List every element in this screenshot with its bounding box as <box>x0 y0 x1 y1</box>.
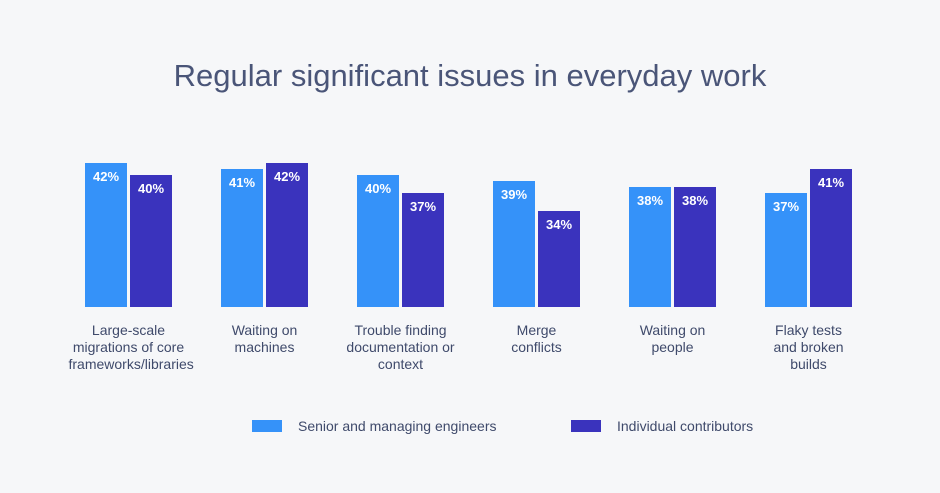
data-label: 42% <box>274 169 300 184</box>
category-label: Waiting on people <box>639 322 706 355</box>
category-label: Trouble finding documentation or context <box>346 322 455 372</box>
data-label: 34% <box>546 217 572 232</box>
bar <box>357 175 399 307</box>
bar <box>765 193 807 307</box>
category-label: Large-scale migrations of core framework… <box>68 322 194 372</box>
category-label: Merge conflicts <box>511 322 562 355</box>
data-label: 40% <box>365 181 391 196</box>
category-label: Flaky tests and broken builds <box>773 322 844 372</box>
bar <box>538 211 580 307</box>
legend-swatch-ic <box>571 420 601 432</box>
bar <box>810 169 852 307</box>
data-label: 41% <box>818 175 844 190</box>
data-label: 37% <box>410 199 436 214</box>
legend-label-ic: Individual contributors <box>617 418 754 434</box>
category-label: Waiting on machines <box>231 322 298 355</box>
bar <box>493 181 535 307</box>
data-label: 38% <box>637 193 663 208</box>
bar <box>674 187 716 307</box>
data-label: 37% <box>773 199 799 214</box>
legend-label-senior: Senior and managing engineers <box>298 418 497 434</box>
chart-title: Regular significant issues in everyday w… <box>173 58 767 93</box>
bar <box>402 193 444 307</box>
bar <box>221 169 263 307</box>
legend-swatch-senior <box>252 420 282 432</box>
bar <box>629 187 671 307</box>
bar <box>85 163 127 307</box>
bar <box>266 163 308 307</box>
bar <box>130 175 172 307</box>
legend-item-senior: Senior and managing engineers <box>252 418 496 434</box>
data-label: 42% <box>93 169 119 184</box>
data-label: 39% <box>501 187 527 202</box>
legend-item-ic: Individual contributors <box>571 418 753 434</box>
data-label: 38% <box>682 193 708 208</box>
data-label: 41% <box>229 175 255 190</box>
data-label: 40% <box>138 181 164 196</box>
